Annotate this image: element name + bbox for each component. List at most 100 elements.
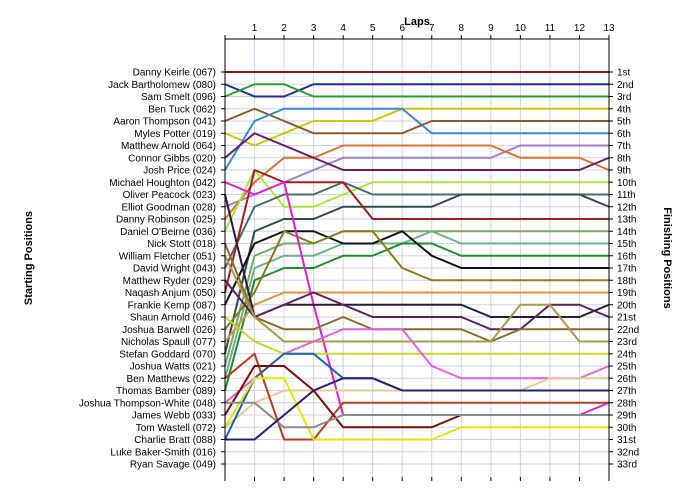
starting-label: Matthew Arnold (064): [121, 141, 216, 152]
starting-label: Tom Wastell (072): [136, 423, 216, 434]
finishing-label: 32nd: [617, 447, 639, 458]
series-line: [224, 291, 609, 343]
starting-label: Nicholas Spaull (077): [121, 337, 216, 348]
starting-label: Michael Houghton (042): [109, 178, 216, 189]
starting-label: David Wright (043): [133, 264, 216, 275]
right-axis-title: Finishing Positions: [661, 207, 673, 308]
series-line: [225, 377, 609, 441]
finishing-label: 1st: [617, 68, 631, 79]
finishing-label: 28th: [617, 398, 636, 409]
starting-label: Ben Tuck (062): [148, 104, 216, 115]
series-line: [224, 230, 609, 379]
axis-ticks: [221, 35, 613, 481]
finishing-label: 19th: [617, 288, 636, 299]
starting-label: Frankie Kemp (087): [128, 300, 216, 311]
series-lines: [224, 71, 610, 441]
starting-label: Joshua Barwell (026): [122, 325, 216, 336]
lap-tick-label: 11: [545, 23, 556, 34]
series-line: [224, 255, 609, 343]
starting-label: Connor Gibbs (020): [128, 153, 216, 164]
finishing-label: 33rd: [617, 460, 637, 471]
series-line: [224, 230, 609, 367]
finishing-label: 22nd: [617, 325, 639, 336]
starting-label: Stefan Goddard (070): [119, 349, 216, 360]
starting-label: Luke Baker-Smith (016): [110, 447, 216, 458]
starting-label: Jack Bartholomew (080): [108, 80, 216, 91]
finishing-label: 9th: [617, 166, 631, 177]
top-axis-title: Laps: [404, 16, 430, 28]
starting-label: Myles Potter (019): [134, 129, 216, 140]
finishing-label: 15th: [617, 239, 636, 250]
finishing-label: 30th: [617, 423, 636, 434]
finishing-label: 2nd: [617, 80, 634, 91]
lap-tick-label: 4: [340, 23, 346, 34]
finishing-label: 26th: [617, 374, 636, 385]
lap-tick-labels: 1 2 3 4 5 6 7 8 9 10 11 12 13: [252, 23, 615, 34]
starting-label: James Webb (033): [132, 411, 216, 422]
series-line: [224, 194, 610, 318]
starting-label: Oliver Peacock (023): [123, 190, 216, 201]
series-line: [224, 243, 609, 343]
series-line: [224, 230, 609, 330]
series-line: [224, 230, 609, 306]
finishing-label: 20th: [617, 300, 636, 311]
finishing-label: 4th: [617, 104, 631, 115]
plot-area: [225, 39, 609, 477]
finishing-label: 18th: [617, 276, 636, 287]
lap-tick-label: 10: [515, 23, 527, 34]
starting-label: Joshua Watts (021): [130, 362, 216, 373]
series-line: [225, 401, 609, 429]
finishing-label: 21st: [617, 313, 636, 324]
lap-tick-label: 8: [459, 23, 465, 34]
series-line: [224, 169, 609, 293]
lap-tick-label: 12: [574, 23, 586, 34]
starting-label: Charlie Bratt (088): [134, 435, 216, 446]
starting-label: Sam Smelt (096): [141, 92, 216, 103]
starting-label: Thomas Bamber (089): [116, 386, 216, 397]
series-line: [224, 328, 610, 404]
lap-tick-label: 2: [281, 23, 287, 34]
series-line: [224, 377, 609, 441]
lap-tick-label: 6: [399, 23, 405, 34]
finishing-label: 17th: [617, 264, 636, 275]
starting-label: Nick Stott (018): [147, 239, 216, 250]
lap-tick-label: 13: [603, 23, 615, 34]
finishing-label: 11th: [617, 190, 636, 201]
finishing-label: 31st: [617, 435, 636, 446]
lap-tick-label: 7: [429, 23, 435, 34]
series-line: [224, 107, 609, 147]
finishing-label: 12th: [617, 202, 636, 213]
lap-tick-label: 9: [488, 23, 494, 34]
starting-label: Danny Robinson (025): [116, 215, 216, 226]
series-line: [224, 193, 610, 354]
finishing-label: 27th: [617, 386, 636, 397]
finishing-label: 13th: [617, 215, 636, 226]
series-line: [224, 144, 610, 220]
series-line: [224, 83, 609, 98]
series-line: [224, 107, 609, 171]
starting-label: Matthew Ryder (029): [123, 276, 216, 287]
lap-tick-label: 3: [311, 23, 317, 34]
finishing-label: 5th: [617, 117, 631, 128]
series-line: [224, 352, 609, 441]
finishing-label: 14th: [617, 227, 636, 238]
starting-label: Joshua Thompson-White (048): [79, 398, 216, 409]
starting-label: Ryan Savage (049): [130, 460, 216, 471]
finishing-label: 7th: [617, 141, 631, 152]
starting-label: Daniel O'Beirne (036): [120, 227, 216, 238]
finishing-label: 10th: [617, 178, 636, 189]
starting-label: Aaron Thompson (041): [113, 117, 216, 128]
finishing-label: 24th: [617, 349, 636, 360]
finishing-label: 23rd: [617, 337, 637, 348]
lap-tick-label: 5: [370, 23, 376, 34]
series-line: [224, 279, 610, 331]
starting-labels: Danny Keirle (067)Jack Bartholomew (080)…: [79, 68, 216, 471]
finishing-label: 16th: [617, 251, 636, 262]
series-line: [224, 107, 609, 135]
starting-label: Ben Matthews (022): [127, 374, 217, 385]
finishing-label: 6th: [617, 129, 631, 140]
starting-label: William Fletcher (051): [119, 251, 216, 262]
